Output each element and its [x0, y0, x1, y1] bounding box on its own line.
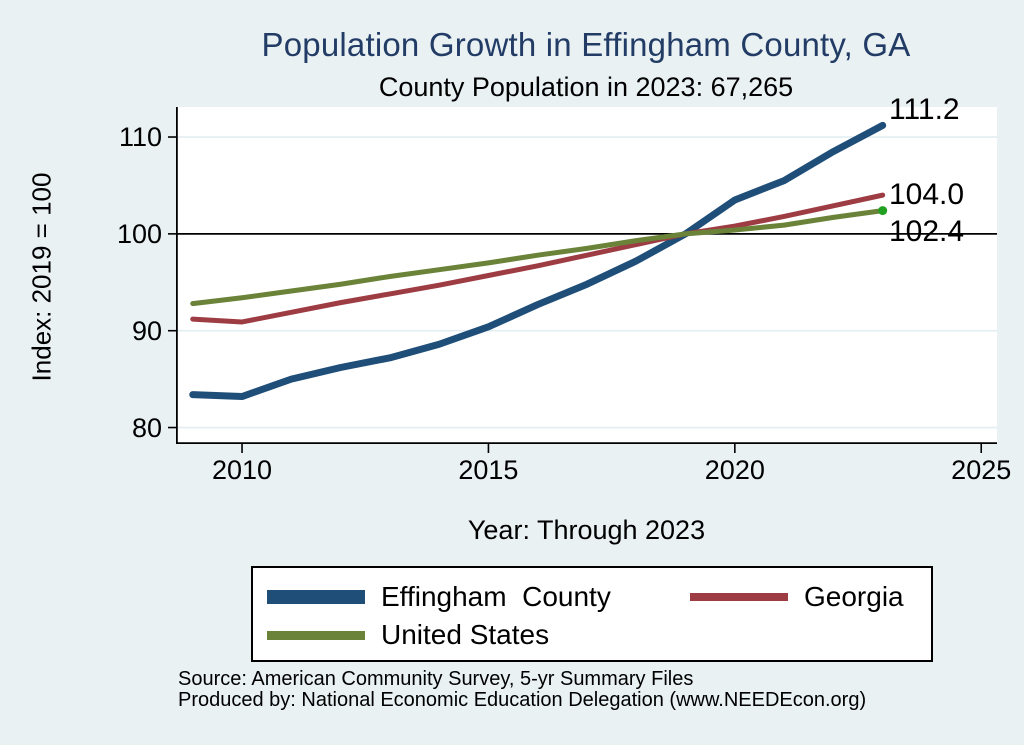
- legend-row-1: Effingham County Georgia: [267, 578, 931, 616]
- end-label-united-states: 102.4: [889, 214, 965, 248]
- end-label-georgia: 104.0: [889, 178, 965, 212]
- legend-item-effingham-county: Effingham County: [267, 581, 690, 613]
- plot-svg: [168, 107, 997, 453]
- end-label-effingham-county: 111.2: [889, 93, 960, 127]
- x-tick-label-2025: 2025: [951, 455, 1012, 485]
- chart-title: Population Growth in Effingham County, G…: [261, 26, 911, 63]
- legend-swatch-united-states: [267, 630, 365, 640]
- legend-row-2: United States: [267, 616, 931, 654]
- legend-swatch-georgia: [690, 593, 788, 601]
- legend-item-united-states: United States: [267, 619, 690, 651]
- x-tick-label-2010: 2010: [211, 455, 273, 485]
- produced-by-line: Produced by: National Economic Education…: [178, 689, 867, 711]
- y-tick-label-90: 90: [131, 315, 162, 346]
- legend-item-georgia: Georgia: [690, 581, 931, 613]
- legend-label-united-states: United States: [381, 619, 550, 650]
- end-marker-united-states: [878, 206, 888, 216]
- series-line-united-states: [190, 208, 886, 307]
- chart-subtitle: County Population in 2023: 67,265: [378, 72, 794, 102]
- x-axis-title: Year: Through 2023: [467, 515, 706, 545]
- x-tick-label-2015: 2015: [458, 455, 519, 485]
- source-line: Source: American Community Survey, 5-yr …: [178, 668, 694, 690]
- legend-swatch-effingham-county: [267, 590, 365, 604]
- series-line-georgia: [190, 192, 886, 325]
- series-line-effingham-county: [189, 121, 887, 401]
- y-tick-label-110: 110: [118, 122, 162, 153]
- legend-label-effingham-county: Effingham County: [381, 581, 611, 612]
- legend: Effingham County Georgia United States: [251, 566, 933, 662]
- y-axis-title: Index: 2019 = 100: [26, 172, 57, 382]
- legend-label-georgia: Georgia: [804, 581, 904, 612]
- y-tick-label-100: 100: [116, 218, 162, 249]
- x-tick-label-2020: 2020: [704, 455, 765, 485]
- source-block: Source: American Community Survey, 5-yr …: [178, 669, 978, 711]
- y-tick-label-80: 80: [131, 412, 162, 443]
- plot-area: [168, 107, 997, 453]
